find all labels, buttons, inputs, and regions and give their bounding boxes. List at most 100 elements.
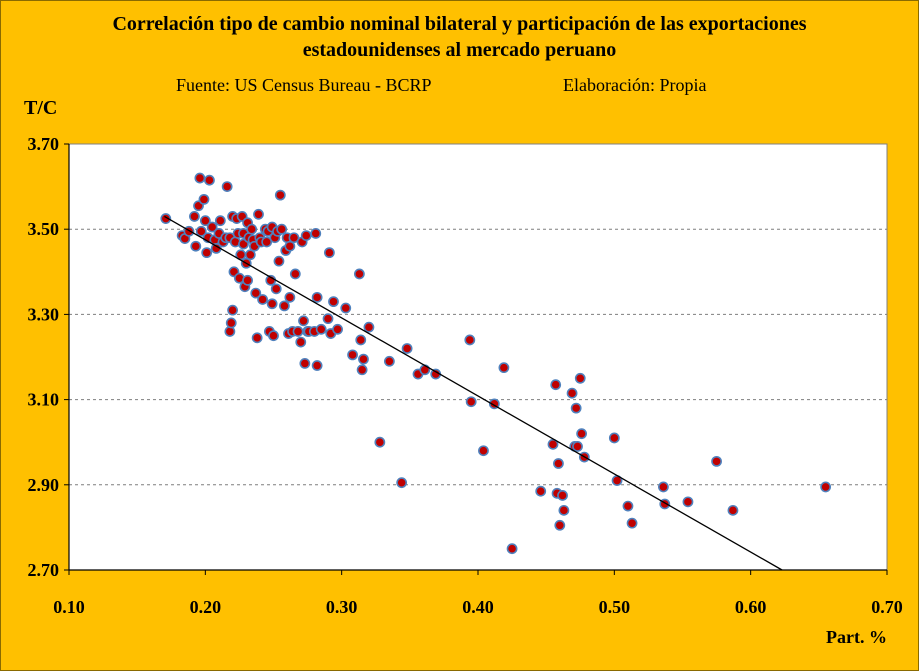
- y-tick-label: 3.10: [28, 390, 60, 410]
- data-point: [268, 330, 279, 342]
- data-point: [401, 343, 413, 354]
- data-point: [225, 317, 237, 329]
- data-point: [279, 300, 290, 312]
- data-point: [227, 304, 238, 316]
- data-point: [353, 268, 365, 280]
- data-point: [358, 353, 369, 365]
- plot-area: [68, 143, 888, 571]
- data-point: [204, 174, 215, 186]
- data-point: [478, 445, 489, 457]
- y-tick-label: 3.50: [28, 219, 60, 239]
- data-point: [311, 291, 323, 303]
- data-point: [261, 236, 273, 248]
- data-point: [284, 240, 296, 252]
- data-point: [224, 326, 236, 337]
- data-point: [270, 283, 282, 295]
- trend-line: [164, 215, 783, 571]
- data-point: [250, 287, 262, 299]
- data-point: [465, 396, 477, 408]
- data-point: [289, 268, 301, 280]
- x-tick-label: 0.50: [599, 597, 631, 617]
- data-point: [574, 372, 586, 384]
- data-point: [572, 441, 583, 452]
- data-point: [284, 291, 296, 303]
- data-point: [295, 336, 307, 348]
- data-point: [570, 402, 582, 414]
- y-tick-label: 3.30: [28, 304, 60, 324]
- data-point: [246, 223, 258, 235]
- data-point: [727, 504, 739, 516]
- data-point: [682, 496, 694, 508]
- data-point: [658, 481, 669, 493]
- chart-title: Correlación tipo de cambio nominal bilat…: [112, 13, 807, 35]
- data-point: [347, 349, 358, 361]
- data-point: [311, 360, 323, 371]
- data-point: [195, 225, 207, 237]
- data-point: [273, 255, 285, 267]
- data-point: [419, 364, 431, 376]
- data-point: [550, 379, 562, 391]
- data-point: [298, 315, 309, 327]
- data-point: [276, 223, 288, 235]
- data-point: [576, 428, 588, 440]
- data-point: [190, 240, 202, 252]
- data-point: [626, 517, 638, 529]
- data-point: [464, 334, 476, 346]
- data-point: [396, 477, 408, 489]
- chart-title-line-2: estadounidenses al mercado peruano: [302, 39, 617, 61]
- data-point: [322, 313, 334, 325]
- data-point: [274, 189, 286, 201]
- y-tick-label: 3.70: [28, 134, 60, 154]
- data-point: [206, 221, 218, 233]
- source-note: Fuente: US Census Bureau - BCRP: [176, 75, 432, 95]
- data-point: [315, 323, 327, 335]
- data-point: [498, 362, 510, 374]
- y-tick-label: 2.70: [28, 560, 60, 580]
- x-tick-label: 0.40: [462, 597, 494, 617]
- data-point: [292, 326, 304, 337]
- data-point: [288, 232, 300, 244]
- data-point: [189, 211, 200, 222]
- data-point: [340, 302, 352, 314]
- data-point: [199, 215, 211, 227]
- y-axis-label: T/C: [24, 97, 58, 119]
- data-point: [251, 332, 263, 344]
- data-point: [547, 438, 559, 450]
- data-point: [201, 247, 213, 259]
- data-point: [383, 355, 395, 367]
- data-point: [566, 387, 578, 399]
- data-point: [711, 455, 722, 467]
- data-point: [622, 500, 634, 512]
- x-tick-label: 0.60: [735, 597, 767, 617]
- data-point: [355, 334, 367, 346]
- data-point: [266, 298, 278, 310]
- data-point: [557, 490, 568, 501]
- x-tick-label: 0.20: [190, 597, 222, 617]
- data-point: [253, 208, 264, 220]
- data-point: [363, 321, 375, 333]
- data-point: [558, 504, 570, 516]
- data-point: [310, 228, 322, 239]
- x-tick-label: 0.30: [326, 597, 358, 617]
- data-point: [374, 436, 386, 448]
- data-point: [328, 296, 339, 308]
- data-point: [332, 323, 343, 335]
- data-point: [160, 213, 172, 224]
- data-point: [506, 543, 518, 555]
- credit-note: Elaboración: Propia: [563, 75, 707, 95]
- data-point: [535, 485, 547, 497]
- data-point: [257, 294, 268, 305]
- data-point: [244, 249, 256, 261]
- data-point: [198, 193, 210, 205]
- data-point: [194, 172, 206, 184]
- data-point: [221, 181, 233, 192]
- data-point: [299, 357, 311, 369]
- x-tick-label: 0.70: [871, 597, 903, 617]
- data-point: [300, 230, 312, 241]
- y-tick-label: 2.90: [28, 475, 60, 495]
- data-point: [820, 481, 832, 493]
- data-point: [554, 519, 566, 531]
- data-point: [323, 247, 335, 259]
- data-point: [214, 215, 226, 227]
